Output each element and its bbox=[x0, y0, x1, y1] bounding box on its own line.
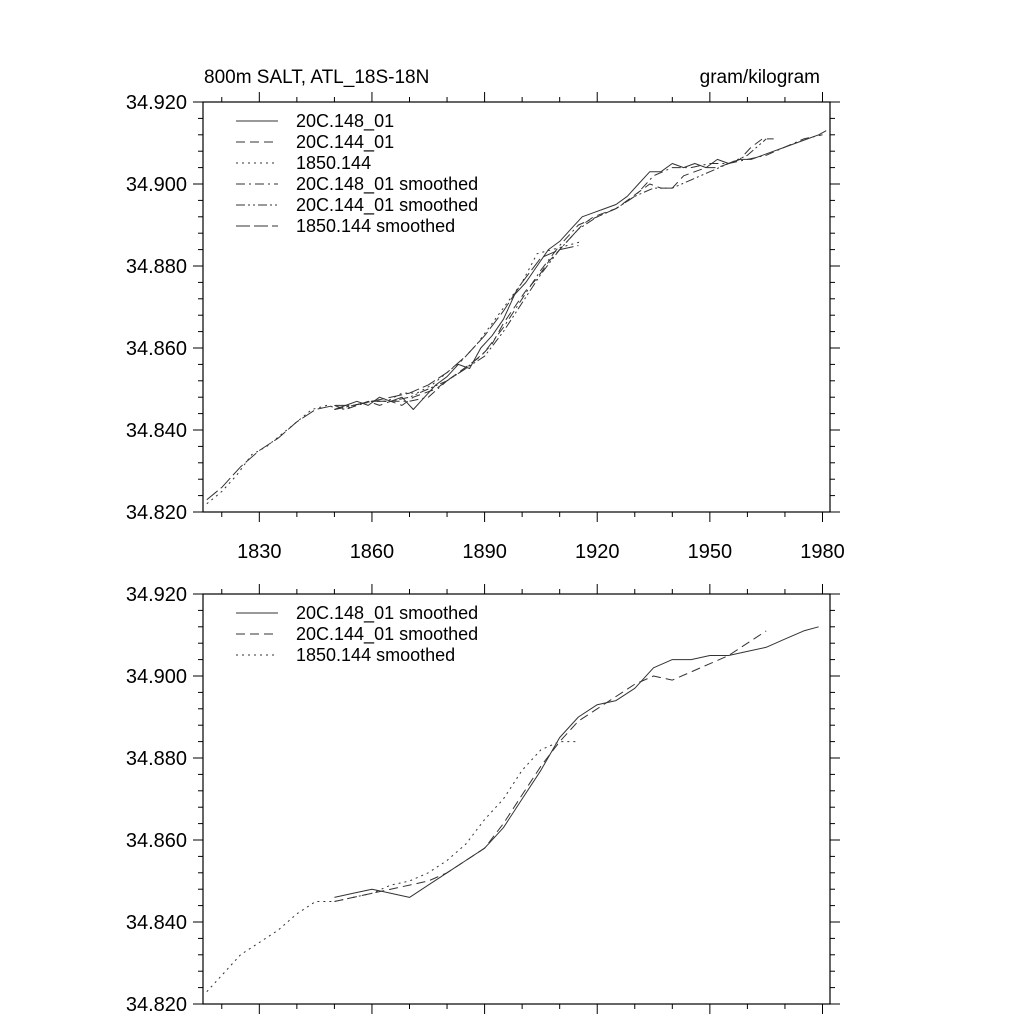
y-tick-label: 34.840 bbox=[126, 912, 187, 934]
x-tick-label: 1950 bbox=[688, 541, 733, 563]
legend-label: 1850.144 smoothed bbox=[296, 216, 455, 236]
x-tick-label: 1890 bbox=[462, 541, 507, 563]
bottom-panel: 34.820 34.840 34.860 34.880 34.900 34.920 20C.… bbox=[126, 584, 840, 1016]
x-tick-label: 1830 bbox=[237, 541, 282, 563]
chart-title: 800m SALT, ATL_18S-18N bbox=[204, 67, 429, 88]
legend-label: 1850.144 smoothed bbox=[296, 645, 455, 665]
y-tick-label: 34.820 bbox=[126, 502, 187, 524]
plot-frame bbox=[202, 593, 831, 1005]
series-line-20c-148-01-smoothed bbox=[334, 134, 823, 410]
legend-label: 20C.148_01 smoothed bbox=[296, 603, 478, 624]
series-line-20c-144-01 bbox=[334, 138, 774, 410]
legend-label: 20C.148_01 smoothed bbox=[296, 174, 478, 195]
legend-label: 20C.148_01 bbox=[296, 111, 394, 132]
chart-units: gram/kilogram bbox=[700, 67, 820, 88]
y-tick-label: 34.880 bbox=[126, 256, 187, 278]
y-tick-label: 34.880 bbox=[126, 748, 187, 770]
y-tick-label: 34.920 bbox=[126, 584, 187, 606]
top-panel: 34.820 34.840 34.860 34.880 34.900 34.920 1830… bbox=[126, 92, 845, 563]
series-line-20c-148-01 bbox=[334, 130, 827, 410]
series-line-20c-144-01-smoothed bbox=[334, 138, 767, 410]
legend-label: 1850.144 bbox=[296, 153, 371, 173]
y-tick-label: 34.820 bbox=[126, 994, 187, 1016]
series-line-20c-148-01-smoothed bbox=[334, 626, 819, 898]
legend-label: 20C.144_01 smoothed bbox=[296, 195, 478, 216]
x-tick-label: 1980 bbox=[800, 541, 845, 563]
series-line-1850-144 bbox=[206, 240, 583, 505]
plot-frame bbox=[202, 101, 831, 513]
y-tick-label: 34.860 bbox=[126, 830, 187, 852]
y-tick-label: 34.840 bbox=[126, 420, 187, 442]
series-line-20c-144-01-smoothed bbox=[334, 630, 767, 902]
y-tick-label: 34.920 bbox=[126, 92, 187, 114]
legend-label: 20C.144_01 bbox=[296, 132, 394, 153]
x-tick-label: 1860 bbox=[350, 541, 395, 563]
x-tick-label: 1920 bbox=[575, 541, 620, 563]
y-tick-label: 34.900 bbox=[126, 666, 187, 688]
y-tick-label: 34.900 bbox=[126, 174, 187, 196]
series-line-1850-144-smoothed bbox=[206, 741, 579, 993]
legend-label: 20C.144_01 smoothed bbox=[296, 624, 478, 645]
y-tick-label: 34.860 bbox=[126, 338, 187, 360]
series-line-1850-144-smoothed bbox=[206, 245, 579, 501]
